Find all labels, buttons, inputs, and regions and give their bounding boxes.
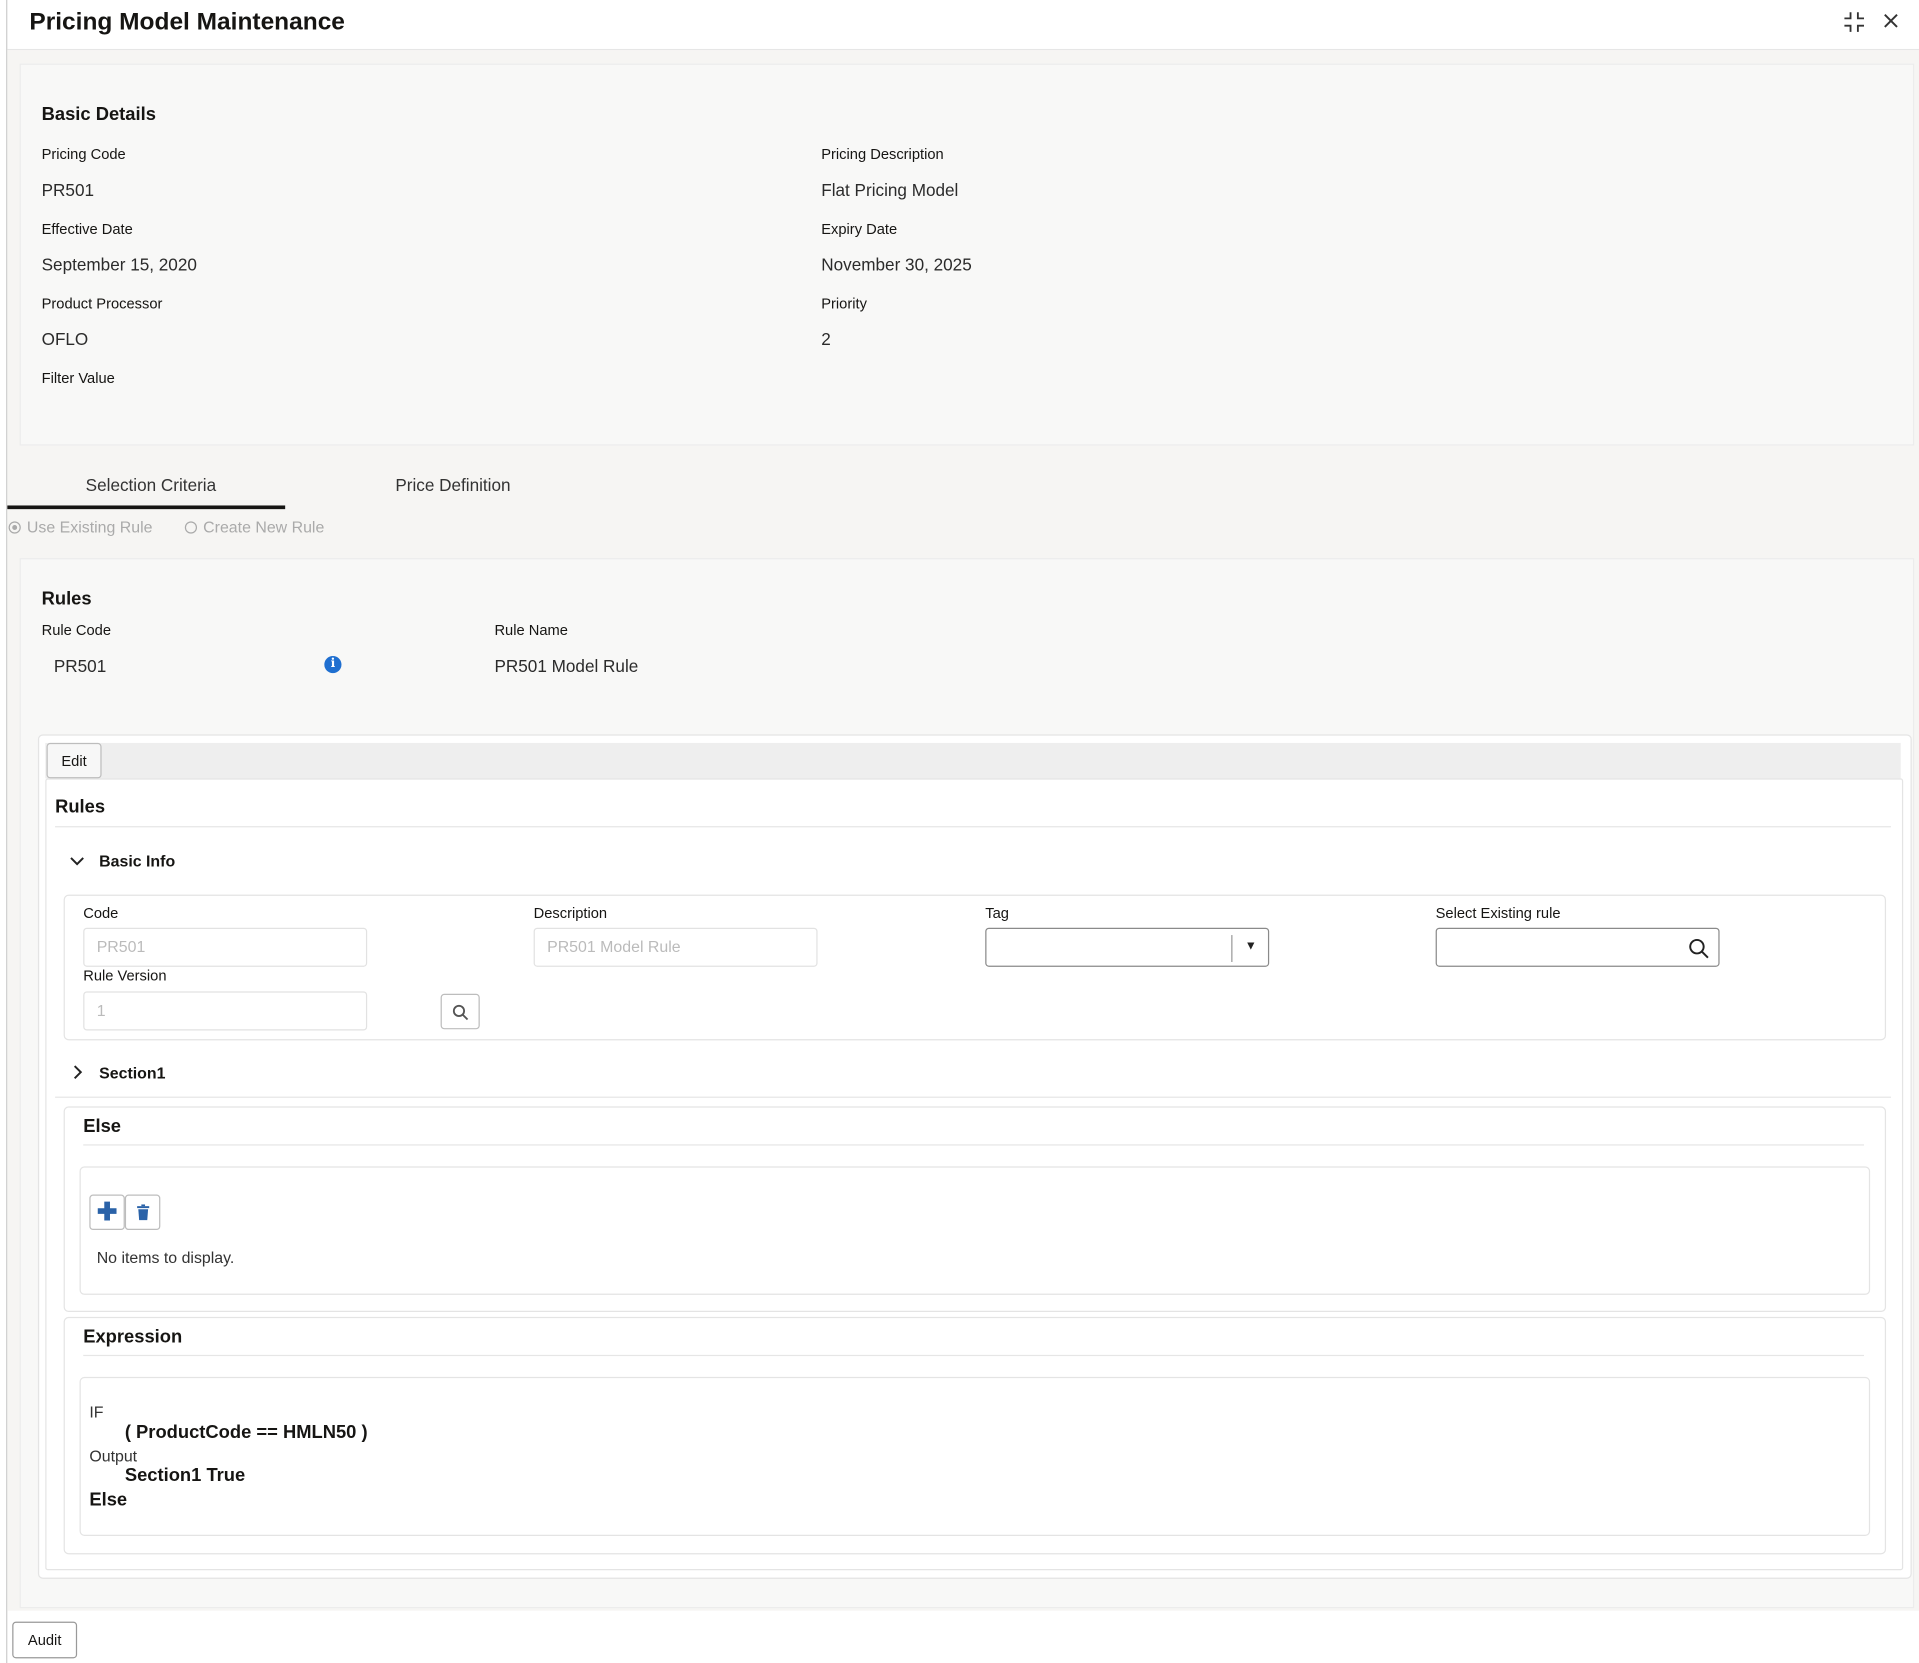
rule-name-label: Rule Name [494, 621, 568, 639]
output-text: Section1 True [124, 1465, 246, 1486]
radio-label: Use Existing Rule [26, 517, 153, 537]
radio-unselected-icon [184, 520, 198, 534]
select-existing-rule-input[interactable] [1435, 927, 1720, 967]
radio-create-new-rule[interactable]: Create New Rule [184, 517, 325, 537]
empty-message: No items to display. [96, 1248, 235, 1267]
basic-details-panel [19, 63, 1915, 446]
basic-info-header[interactable]: Basic Info [99, 851, 176, 871]
code-label: Code [83, 904, 119, 922]
radio-selected-icon [8, 520, 21, 534]
editor-rules-title: Rules [55, 796, 106, 818]
header-divider [7, 48, 1919, 51]
editor-toolbar [45, 742, 1901, 779]
divider [55, 826, 1891, 828]
section1-header[interactable]: Section1 [99, 1063, 166, 1082]
delete-button[interactable] [124, 1194, 161, 1231]
add-button[interactable]: ✚ [89, 1194, 125, 1231]
tab-price-definition[interactable]: Price Definition [395, 474, 511, 495]
tag-select[interactable]: ▼ [985, 927, 1270, 967]
expression-box [79, 1376, 1871, 1536]
divider [83, 1354, 1864, 1357]
active-tab-indicator [7, 505, 286, 510]
condition-text: ( ProductCode == HMLN50 ) [124, 1422, 368, 1443]
expression-title: Expression [83, 1326, 183, 1348]
else-title: Else [83, 1116, 121, 1138]
rule-name-value: PR501 Model Rule [494, 656, 639, 676]
rules-title: Rules [41, 588, 92, 610]
expiry-date-label: Expiry Date [821, 220, 898, 238]
info-icon[interactable]: i [324, 656, 342, 674]
search-icon[interactable] [1688, 936, 1710, 973]
select-divider [1231, 935, 1233, 962]
output-label: Output [89, 1446, 138, 1466]
description-label: Description [533, 904, 608, 922]
expiry-date-value: November 30, 2025 [821, 254, 972, 275]
plus-icon: ✚ [96, 1199, 118, 1227]
minimize-icon[interactable] [1843, 11, 1865, 33]
radio-use-existing-rule[interactable]: Use Existing Rule [8, 517, 153, 537]
pricing-description-value: Flat Pricing Model [821, 179, 959, 200]
radio-label: Create New Rule [203, 517, 325, 537]
product-processor-value: OFLO [41, 329, 89, 349]
basic-info-panel [63, 894, 1887, 1041]
pricing-description-label: Pricing Description [821, 145, 944, 163]
chevron-down-icon[interactable] [69, 853, 86, 868]
tag-label: Tag [985, 904, 1009, 922]
product-processor-label: Product Processor [41, 294, 163, 313]
page-title: Pricing Model Maintenance [29, 8, 345, 36]
rule-version-input[interactable]: 1 [83, 991, 368, 1031]
audit-button[interactable]: Audit [12, 1621, 78, 1659]
chevron-right-icon[interactable] [71, 1064, 83, 1081]
basic-details-title: Basic Details [41, 104, 156, 125]
priority-value: 2 [821, 329, 831, 349]
if-label: IF [89, 1402, 104, 1421]
chevron-down-icon[interactable]: ▼ [1244, 939, 1257, 954]
filter-value-label: Filter Value [41, 369, 115, 387]
search-icon [452, 1004, 469, 1020]
priority-label: Priority [821, 294, 867, 313]
rule-version-search-button[interactable] [440, 993, 480, 1030]
window-border [6, 0, 8, 1663]
tab-selection-criteria[interactable]: Selection Criteria [85, 474, 217, 495]
trash-icon [136, 1204, 149, 1221]
select-existing-rule-label: Select Existing rule [1435, 904, 1561, 922]
else-items-panel [79, 1166, 1871, 1295]
pricing-code-value: PR501 [41, 179, 95, 200]
else-label: Else [89, 1489, 128, 1511]
effective-date-label: Effective Date [41, 220, 133, 238]
edit-button[interactable]: Edit [46, 742, 102, 779]
close-icon[interactable] [1882, 12, 1899, 29]
rule-version-label: Rule Version [83, 966, 167, 985]
rule-code-value: PR501 [53, 656, 107, 676]
rule-code-label: Rule Code [41, 621, 112, 639]
code-input[interactable]: PR501 [83, 927, 368, 967]
divider [55, 1096, 1891, 1098]
effective-date-value: September 15, 2020 [41, 254, 197, 275]
description-input[interactable]: PR501 Model Rule [533, 927, 818, 967]
pricing-code-label: Pricing Code [41, 145, 126, 163]
divider [83, 1144, 1864, 1146]
